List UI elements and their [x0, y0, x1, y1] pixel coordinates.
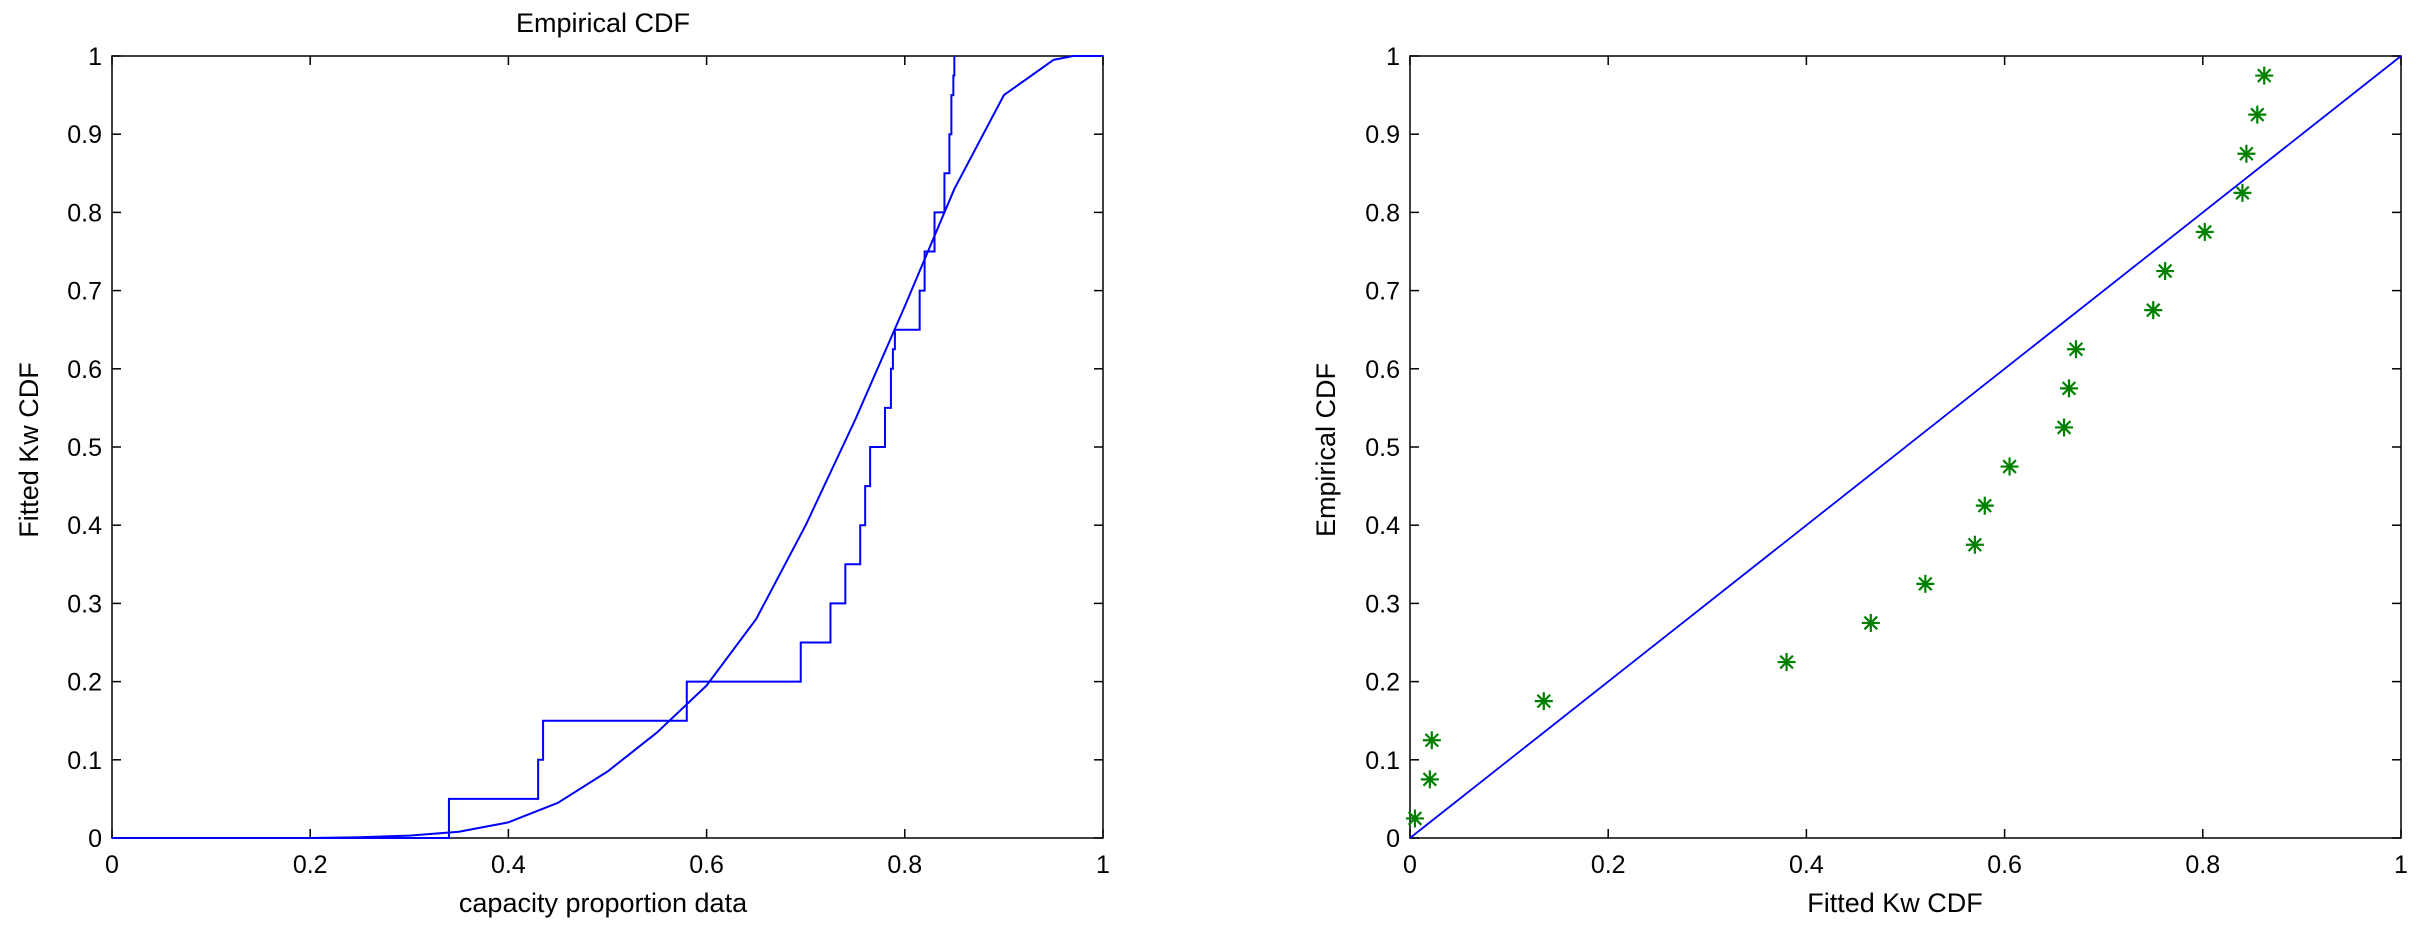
pp-plot: Fitted Kw CDF Empirical CDF 0 0.2 0.4 0.6 0.…: [1311, 43, 2408, 918]
y-tick-label: 0.3: [67, 590, 102, 618]
x-tick-label: 0.2: [1591, 851, 1626, 879]
data-point-star: [1965, 535, 1984, 554]
star-stroke: [1967, 537, 1983, 552]
star-stroke: [2056, 420, 2072, 435]
cdf-plot: Empirical CDF capacity proportion data F…: [14, 8, 1110, 918]
y-tick-label: 0.6: [1365, 356, 1400, 384]
y-tick-label: 0.9: [67, 121, 102, 149]
data-point-star: [1420, 770, 1439, 789]
data-point-star: [2237, 144, 2256, 163]
x-tick-label: 0.8: [887, 851, 922, 879]
data-point-star: [1534, 692, 1553, 711]
y-tick-label: 0.2: [1365, 669, 1400, 697]
y-tick-label: 0.7: [1365, 278, 1400, 306]
y-tick-label: 0.5: [67, 434, 102, 462]
y-tick-label: 0.2: [67, 669, 102, 697]
y-axis-label: Empirical CDF: [1311, 363, 1341, 537]
x-tick-label: 0.6: [689, 851, 724, 879]
fitted-kw-cdf-curve: [112, 55, 1103, 839]
chart-title: Empirical CDF: [516, 8, 690, 38]
x-tick-label: 0: [1403, 851, 1417, 879]
y-tick-label: 0.4: [67, 512, 102, 540]
y-tick-label: 0.1: [1365, 747, 1400, 775]
data-point-star: [2248, 105, 2267, 124]
y-tick-label: 0.1: [67, 747, 102, 775]
data-point-star: [2066, 340, 2085, 359]
data-point-star: [2055, 418, 2074, 437]
star-stroke: [2235, 185, 2250, 200]
y-tick-label: 0: [1386, 825, 1400, 853]
star-stroke: [1422, 772, 1437, 787]
star-stroke: [2250, 107, 2265, 122]
data-point-star: [1916, 574, 1935, 593]
star-stroke: [1977, 498, 1992, 513]
star-stroke: [1424, 733, 1439, 748]
data-point-star: [2255, 66, 2274, 85]
data-point-star: [1975, 496, 1994, 515]
data-point-star: [2000, 457, 2019, 476]
y-tick-label: 0.6: [67, 356, 102, 384]
star-stroke: [2158, 263, 2173, 279]
y-tick-label: 1: [88, 43, 102, 71]
x-tick-label: 0.8: [2185, 851, 2220, 879]
y-tick-label: 1: [1386, 43, 1400, 71]
data-point-star: [1777, 653, 1796, 672]
star-stroke: [1779, 654, 1794, 670]
data-point-star: [1405, 809, 1424, 828]
x-tick-label: 0.2: [293, 851, 328, 879]
y-tick-label: 0.8: [67, 199, 102, 227]
star-stroke: [1536, 694, 1551, 709]
data-point-star: [2156, 262, 2175, 281]
data-point-star: [2144, 301, 2163, 320]
y-tick-label: 0: [88, 825, 102, 853]
star-stroke: [2197, 224, 2212, 240]
y-tick-label: 0.8: [1365, 199, 1400, 227]
y-tick-label: 0.5: [1365, 434, 1400, 462]
star-stroke: [2146, 303, 2161, 318]
empirical-cdf-step-line: [112, 56, 956, 839]
star-stroke: [2068, 342, 2084, 357]
star-stroke: [1407, 811, 1423, 826]
y-tick-label: 0.4: [1365, 512, 1400, 540]
data-point-star: [1422, 731, 1441, 750]
data-point-star: [2195, 222, 2214, 241]
x-tick-label: 1: [2394, 851, 2408, 879]
x-axis-label: Fitted Kw CDF: [1807, 888, 1983, 918]
data-point-star: [1861, 613, 1880, 632]
data-point-star: [2233, 183, 2252, 202]
y-axis-label: Fitted Kw CDF: [14, 362, 44, 538]
star-stroke: [1863, 615, 1878, 631]
x-tick-label: 0.6: [1987, 851, 2022, 879]
x-tick-label: 0: [105, 851, 119, 879]
star-stroke: [2239, 146, 2254, 161]
y-tick-label: 0.7: [67, 278, 102, 306]
x-tick-label: 0.4: [491, 851, 526, 879]
x-tick-label: 1: [1096, 851, 1110, 879]
data-point-star: [2060, 379, 2079, 398]
star-stroke: [1918, 576, 1933, 591]
star-stroke: [2257, 68, 2272, 83]
y-tick-label: 0.3: [1365, 590, 1400, 618]
x-axis-label: capacity proportion data: [459, 888, 748, 918]
star-stroke: [2061, 381, 2077, 396]
y-tick-label: 0.9: [1365, 121, 1400, 149]
x-tick-label: 0.4: [1789, 851, 1824, 879]
star-stroke: [2002, 459, 2017, 474]
reference-diagonal-line: [1409, 55, 2402, 839]
